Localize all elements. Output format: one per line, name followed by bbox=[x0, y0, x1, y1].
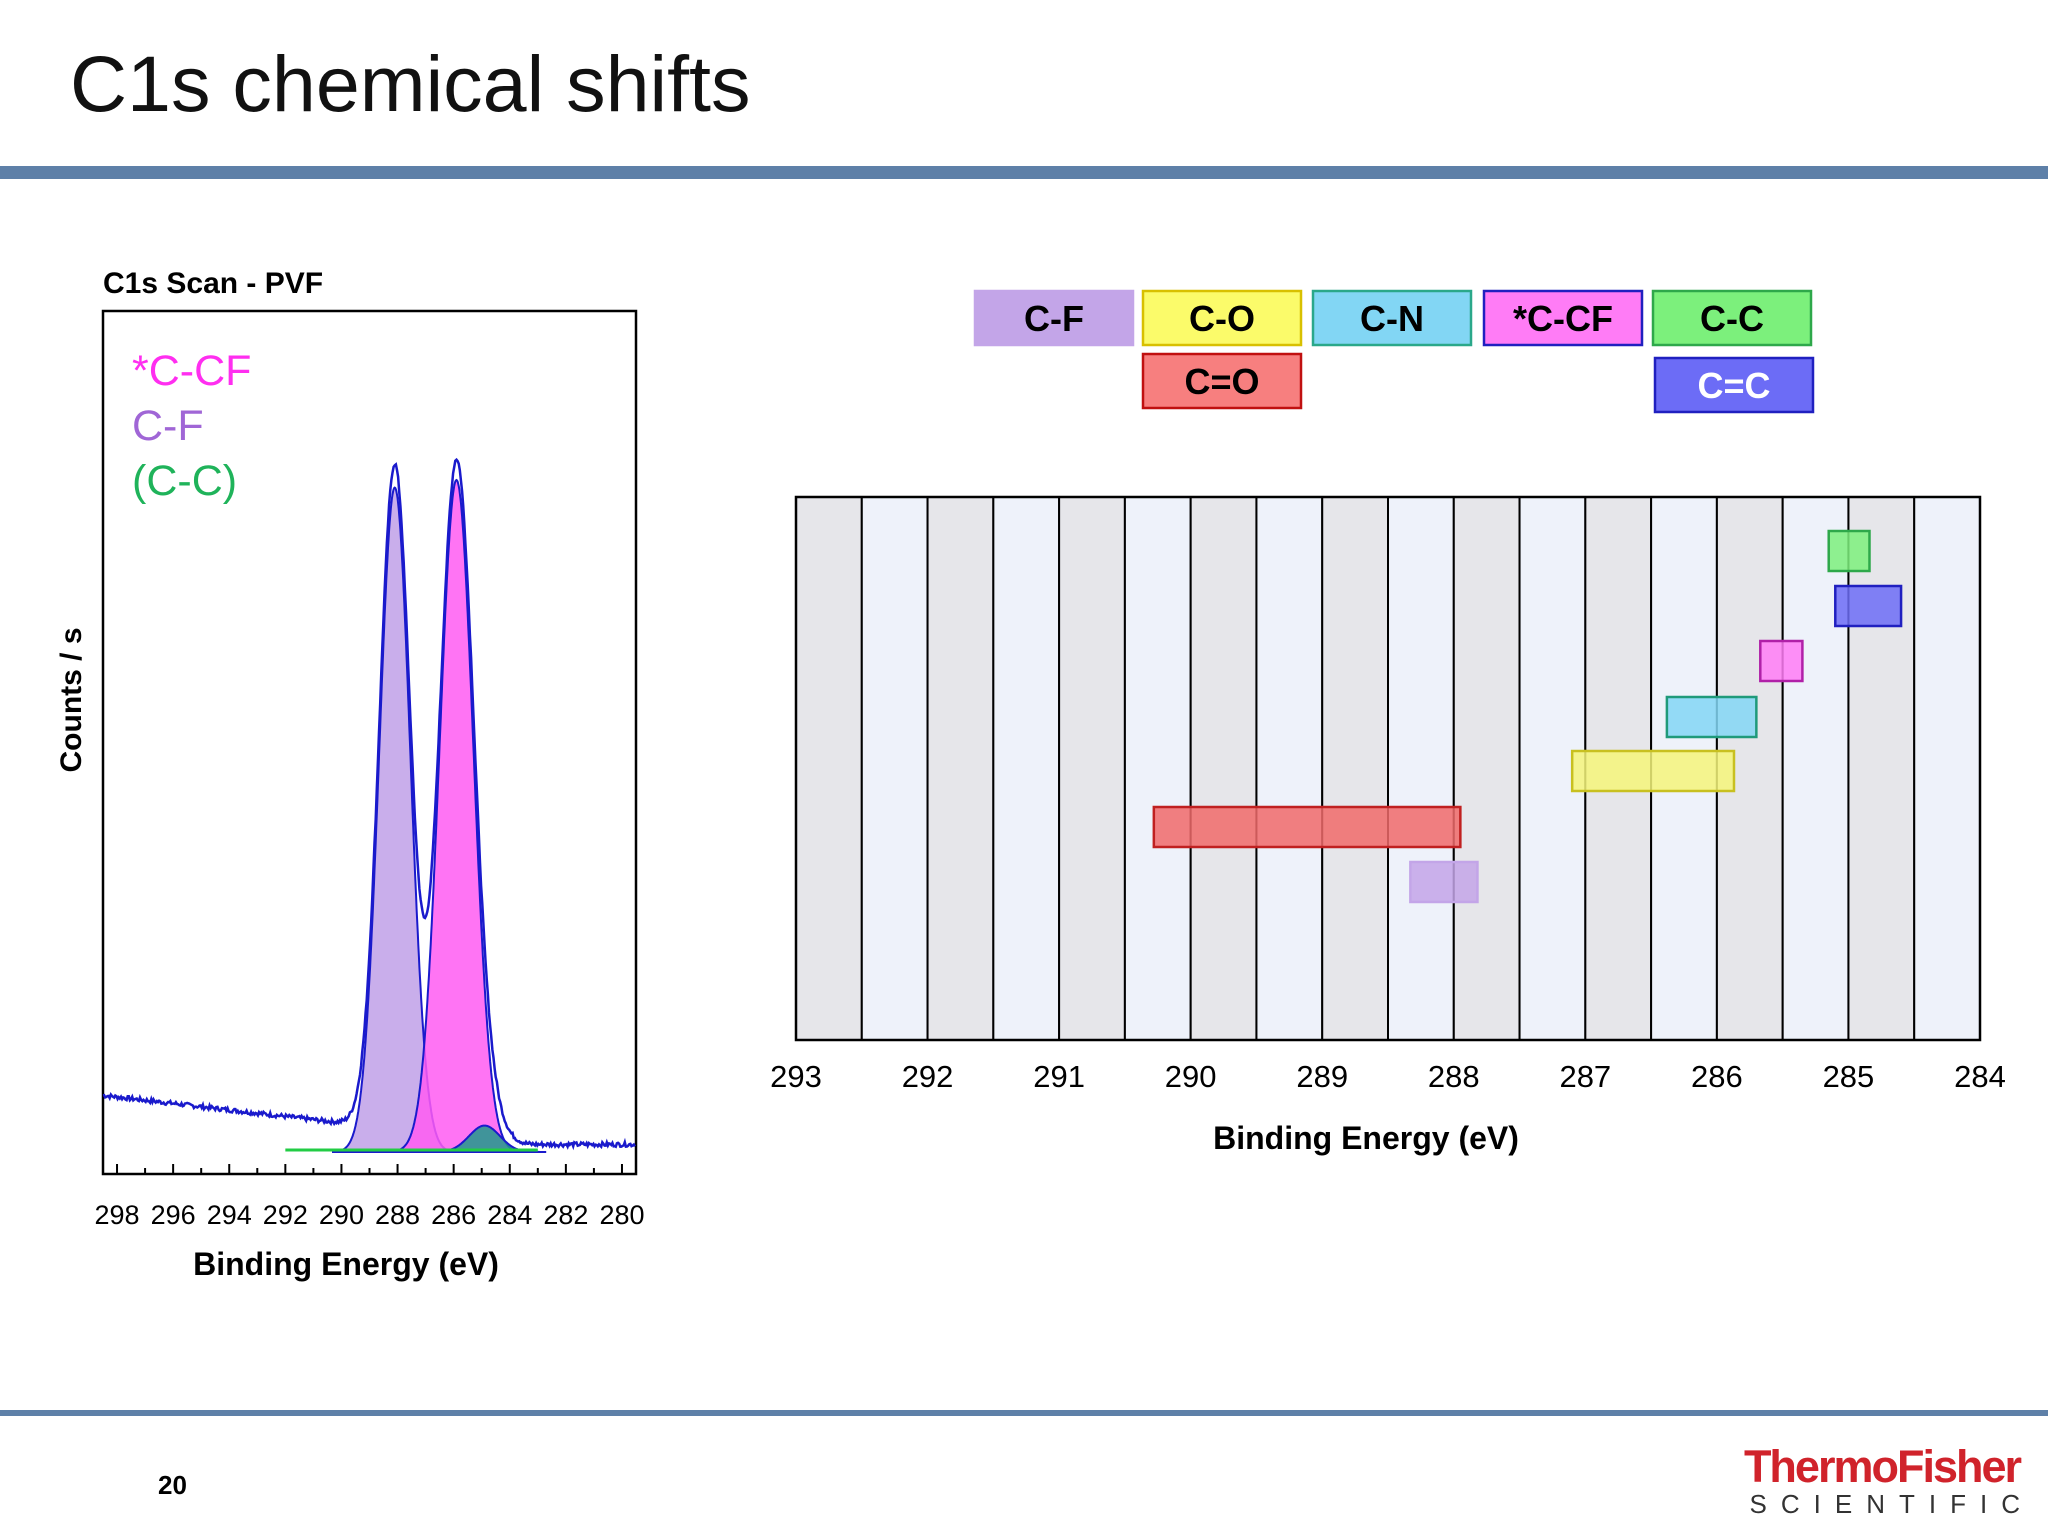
left-x-tick-label: 284 bbox=[487, 1200, 532, 1230]
right-x-tick-label: 286 bbox=[1691, 1059, 1743, 1094]
grid-band bbox=[1123, 496, 1192, 1041]
range-bar-c-o bbox=[1570, 749, 1736, 793]
grid-band bbox=[926, 496, 995, 1041]
grid-band bbox=[1913, 496, 1981, 1041]
legend-label: C-N bbox=[1360, 298, 1424, 339]
chemical-shift-chart: C-F C-O C-N *C-CF C-CC=O C=C 293 292 291 290 289 2… bbox=[770, 289, 2006, 1156]
left-x-axis-label: Binding Energy (eV) bbox=[193, 1246, 499, 1282]
left-x-tick-label: 282 bbox=[543, 1200, 588, 1230]
right-range-bars bbox=[1152, 529, 1903, 904]
left-x-tick-label: 280 bbox=[599, 1200, 644, 1230]
legend-label: C=C bbox=[1697, 365, 1770, 406]
legend-swatch bbox=[1311, 289, 1473, 347]
right-grid-bands bbox=[795, 496, 1981, 1041]
legend-swatch bbox=[1651, 289, 1813, 347]
thermo-fisher-logo: ThermoFisher SCIENTIFIC bbox=[1740, 1441, 2022, 1520]
legend-item-c-c: C-C bbox=[1651, 289, 1813, 347]
grid-band bbox=[1452, 496, 1521, 1041]
legend-label: C-C bbox=[1700, 298, 1764, 339]
right-plot-frame bbox=[794, 495, 1982, 1042]
spectrum-envelope bbox=[102, 457, 636, 1151]
legend-label: *C-CF bbox=[1513, 298, 1613, 339]
legend-swatch bbox=[1482, 289, 1644, 347]
right-x-tick-label: 285 bbox=[1823, 1059, 1875, 1094]
right-x-tick-label: 284 bbox=[1954, 1059, 2006, 1094]
grid-band bbox=[1321, 496, 1389, 1041]
left-x-axis: 298 296 294 292 290 288 286 284 282 280 bbox=[94, 1164, 645, 1230]
grid-band bbox=[795, 496, 863, 1041]
range-bar-c-cf bbox=[1759, 639, 1804, 683]
left-x-tick-label: 294 bbox=[207, 1200, 252, 1230]
right-x-tick-label: 289 bbox=[1296, 1059, 1348, 1094]
slide-title: C1s chemical shifts bbox=[70, 39, 751, 128]
right-x-tick-label: 292 bbox=[902, 1059, 954, 1094]
legend-item-c-f: C-F bbox=[973, 289, 1135, 347]
grid-band bbox=[992, 496, 1061, 1041]
left-peak-layer bbox=[102, 457, 636, 1153]
legend-label: C=O bbox=[1184, 361, 1259, 402]
legend-item-c-cf: *C-CF bbox=[1482, 289, 1644, 347]
right-x-tick-label: 287 bbox=[1559, 1059, 1611, 1094]
range-bar-c-n bbox=[1665, 695, 1758, 739]
left-y-axis-label: Counts / s bbox=[55, 627, 88, 772]
legend-swatch bbox=[1141, 352, 1303, 410]
grid-band bbox=[860, 496, 929, 1041]
right-x-tick-label: 293 bbox=[770, 1059, 822, 1094]
range-bar-ceqo bbox=[1152, 805, 1462, 849]
left-x-tick-label: 286 bbox=[431, 1200, 476, 1230]
legend-label: C-O bbox=[1189, 298, 1255, 339]
left-legend-cf: C-F bbox=[132, 402, 204, 450]
range-bar-c-c bbox=[1827, 529, 1871, 573]
right-legend: C-F C-O C-N *C-CF C-C C=O C=C bbox=[973, 289, 1815, 414]
left-legend-ccf: *C-CF bbox=[132, 347, 251, 395]
left-chart-title: C1s Scan - PVF bbox=[103, 267, 323, 300]
left-x-tick-label: 288 bbox=[375, 1200, 420, 1230]
grid-band bbox=[1255, 496, 1324, 1041]
c1s-scan-chart: C1s Scan - PVF 298 296 294 292 290 288 286 284 2… bbox=[55, 267, 645, 1282]
legend-label: C-F bbox=[1024, 298, 1084, 339]
peak-c-cf bbox=[388, 478, 525, 1153]
footer-divider bbox=[0, 1410, 2048, 1416]
left-x-tick-label: 298 bbox=[94, 1200, 139, 1230]
range-bar-ceqc bbox=[1834, 584, 1903, 628]
grid-band bbox=[1847, 496, 1916, 1041]
logo-subtitle: SCIENTIFIC bbox=[1749, 1489, 2034, 1519]
left-x-tick-label: 290 bbox=[319, 1200, 364, 1230]
right-x-axis: 293 292 291 290 289 288 287 286 285 284 bbox=[770, 1059, 2006, 1094]
grid-band bbox=[1189, 496, 1258, 1041]
left-legend-cc: (C-C) bbox=[132, 457, 237, 505]
legend-item-c-n: C-N bbox=[1311, 289, 1473, 347]
legend-swatch bbox=[973, 289, 1135, 347]
legend-swatch bbox=[1653, 356, 1815, 414]
right-x-tick-label: 290 bbox=[1165, 1059, 1217, 1094]
page-number: 20 bbox=[158, 1470, 187, 1500]
legend-item-ceqo: C=O bbox=[1141, 352, 1303, 410]
left-x-tick-label: 296 bbox=[151, 1200, 196, 1230]
right-x-tick-label: 288 bbox=[1428, 1059, 1480, 1094]
legend-item-ceqc: C=C bbox=[1653, 356, 1815, 414]
left-x-tick-label: 292 bbox=[263, 1200, 308, 1230]
legend-swatch bbox=[1141, 289, 1303, 347]
grid-band bbox=[1387, 496, 1455, 1041]
range-bar-c-f bbox=[1409, 860, 1479, 904]
right-x-tick-label: 291 bbox=[1033, 1059, 1085, 1094]
title-divider bbox=[0, 166, 2048, 179]
legend-item-c-o: C-O bbox=[1141, 289, 1303, 347]
logo-wordmark: ThermoFisher bbox=[1743, 1441, 2022, 1492]
right-x-axis-label: Binding Energy (eV) bbox=[1213, 1120, 1519, 1156]
grid-band bbox=[1058, 496, 1126, 1041]
grid-band bbox=[1781, 496, 1850, 1041]
